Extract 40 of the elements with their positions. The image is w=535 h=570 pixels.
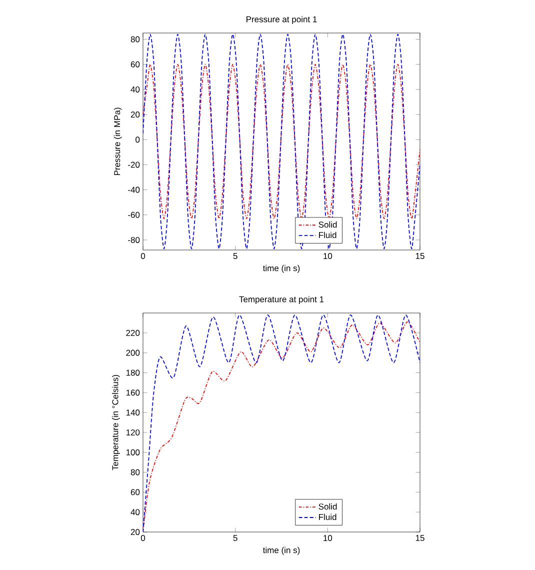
x-tick-label: 10: [324, 535, 332, 542]
x-tick-label: 0: [140, 253, 146, 260]
y-axis-title: Pressure (in MPa): [114, 108, 122, 176]
y-tick-label: 100: [126, 449, 140, 456]
x-axis-title: time (in s): [262, 546, 300, 555]
x-tick-label: 15: [416, 535, 424, 541]
line-series: [143, 64, 420, 220]
y-tick-label: 80: [130, 36, 140, 42]
y-tick-label: 60: [130, 61, 140, 68]
y-tick-label: 0: [136, 136, 140, 143]
y-tick-label: -60: [128, 212, 140, 218]
y-tick-label: 200: [126, 350, 140, 356]
chart-title: Temperature at point 1: [239, 296, 324, 304]
x-tick-label: 0: [140, 535, 146, 542]
y-tick-label: 80: [130, 469, 140, 476]
x-tick-label: 15: [416, 253, 424, 259]
line-series: [143, 34, 420, 250]
chart-title: Pressure at point 1: [246, 16, 317, 24]
y-tick-label: 180: [126, 370, 140, 376]
y-tick-label: 60: [130, 489, 140, 496]
y-tick-label: -80: [128, 236, 140, 243]
y-tick-label: -20: [128, 162, 140, 168]
y-tick-label: 20: [130, 528, 140, 535]
legend-label: Fluid: [319, 514, 336, 520]
y-axis-title: Temperature (in °Celsius): [112, 375, 120, 470]
legend-label: Solid: [318, 221, 337, 228]
x-tick-label: 10: [324, 253, 332, 260]
legend-label: Fluid: [319, 232, 336, 238]
x-tick-label: 5: [233, 535, 238, 541]
legend-label: Solid: [318, 503, 337, 510]
x-axis-title: time (in s): [262, 264, 300, 273]
x-tick-label: 5: [233, 253, 238, 259]
y-tick-label: 220: [126, 330, 140, 336]
y-tick-label: 120: [126, 429, 140, 436]
y-tick-label: -40: [128, 186, 140, 193]
y-tick-label: 40: [130, 86, 140, 92]
y-tick-label: 20: [130, 112, 140, 118]
y-tick-label: 160: [126, 390, 140, 396]
y-tick-label: 140: [126, 410, 140, 416]
y-tick-label: 40: [130, 509, 140, 516]
